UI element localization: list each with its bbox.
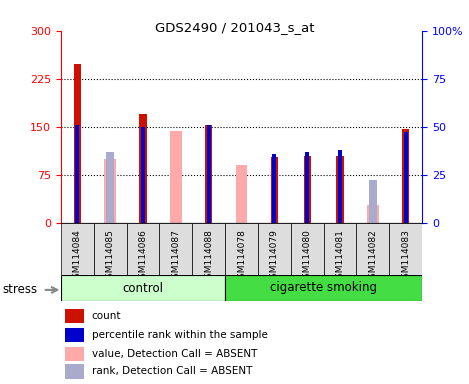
Bar [76,125,79,223]
Text: GDS2490 / 201043_s_at: GDS2490 / 201043_s_at [155,21,314,34]
Text: count: count [91,311,121,321]
Bar [192,223,225,275]
Text: value, Detection Call = ABSENT: value, Detection Call = ABSENT [91,349,257,359]
Bar [272,154,276,223]
Text: GSM114078: GSM114078 [237,229,246,284]
Bar [367,205,378,223]
Bar [338,150,342,223]
Bar [258,223,291,275]
Text: GSM114079: GSM114079 [270,229,279,284]
Bar [336,156,344,223]
Text: GSM114080: GSM114080 [303,229,312,284]
Bar [402,129,409,223]
Bar [324,223,356,275]
Bar [94,223,127,275]
Bar [106,152,114,223]
Bar [291,223,324,275]
Bar [141,127,145,223]
Bar [139,114,147,223]
Bar [127,223,159,275]
Bar [105,159,116,223]
Bar [61,275,225,301]
Bar [65,309,84,323]
Bar [225,223,258,275]
Bar [236,165,247,223]
Text: control: control [122,281,164,295]
Bar [271,157,278,223]
Text: GSM114083: GSM114083 [401,229,410,284]
Bar [74,64,81,223]
Bar [389,223,422,275]
Bar [404,132,408,223]
Text: GSM114081: GSM114081 [335,229,345,284]
Text: GSM114085: GSM114085 [106,229,115,284]
Bar [65,328,84,342]
Bar [303,156,311,223]
Bar [305,152,309,223]
Bar [61,223,94,275]
Text: GSM114087: GSM114087 [171,229,181,284]
Bar [170,131,182,223]
Text: GSM114084: GSM114084 [73,229,82,284]
Text: stress: stress [2,283,38,296]
Text: GSM114086: GSM114086 [138,229,148,284]
Text: GSM114082: GSM114082 [368,229,378,284]
Bar [65,364,84,379]
Bar [159,223,192,275]
Bar [369,180,377,223]
Text: rank, Detection Call = ABSENT: rank, Detection Call = ABSENT [91,366,252,376]
Bar [205,126,212,223]
Text: percentile rank within the sample: percentile rank within the sample [91,330,267,340]
Text: GSM114088: GSM114088 [204,229,213,284]
Text: cigarette smoking: cigarette smoking [270,281,377,295]
Bar [65,347,84,361]
Bar [225,275,422,301]
Bar [356,223,389,275]
Bar [207,125,211,223]
